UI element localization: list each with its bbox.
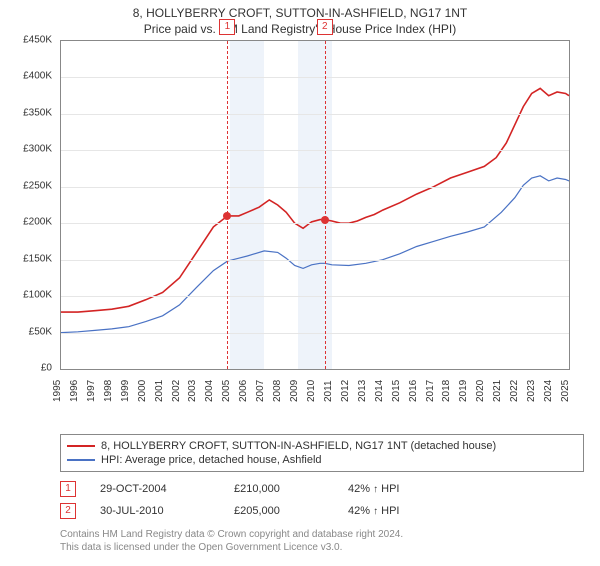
events-table: 129-OCT-2004£210,00042% ↑ HPI230-JUL-201… [60, 478, 570, 522]
footer-line-2: This data is licensed under the Open Gov… [60, 541, 570, 554]
x-tick-label: 2006 [238, 380, 249, 402]
x-tick-label: 2024 [543, 380, 554, 402]
x-tick-label: 2015 [391, 380, 402, 402]
x-tick-label: 2025 [560, 380, 571, 402]
y-axis-labels: £0£50K£100K£150K£200K£250K£300K£350K£400… [6, 40, 56, 370]
x-tick-label: 2003 [187, 380, 198, 402]
y-tick-label: £250K [23, 180, 52, 191]
x-tick-label: 2004 [204, 380, 215, 402]
event-marker: 1 [219, 19, 235, 35]
event-row: 129-OCT-2004£210,00042% ↑ HPI [60, 478, 570, 500]
x-tick-label: 2008 [272, 380, 283, 402]
event-row: 230-JUL-2010£205,00042% ↑ HPI [60, 500, 570, 522]
y-tick-label: £150K [23, 253, 52, 264]
x-tick-label: 1998 [103, 380, 114, 402]
y-tick-label: £450K [23, 35, 52, 46]
x-tick-label: 2023 [526, 380, 537, 402]
plot-area: 12 [60, 40, 570, 370]
x-tick-label: 2012 [340, 380, 351, 402]
x-tick-label: 2021 [492, 380, 503, 402]
x-tick-label: 2020 [475, 380, 486, 402]
x-tick-label: 2010 [306, 380, 317, 402]
y-tick-label: £200K [23, 217, 52, 228]
y-tick-label: £400K [23, 71, 52, 82]
footer-line-1: Contains HM Land Registry data © Crown c… [60, 528, 570, 541]
chart-title-1: 8, HOLLYBERRY CROFT, SUTTON-IN-ASHFIELD,… [0, 6, 600, 20]
legend-box: 8, HOLLYBERRY CROFT, SUTTON-IN-ASHFIELD,… [60, 434, 584, 472]
x-tick-label: 2007 [255, 380, 266, 402]
x-tick-label: 2000 [137, 380, 148, 402]
footer-text: Contains HM Land Registry data © Crown c… [60, 528, 570, 554]
x-tick-label: 2001 [153, 380, 164, 402]
legend-item: HPI: Average price, detached house, Ashf… [67, 453, 577, 467]
x-tick-label: 1997 [86, 380, 97, 402]
x-tick-label: 2016 [407, 380, 418, 402]
x-tick-label: 2013 [357, 380, 368, 402]
chart-title-2: Price paid vs. HM Land Registry's House … [0, 22, 600, 36]
x-axis-labels: 1995199619971998199920002001200220032004… [60, 374, 570, 414]
x-tick-label: 2011 [323, 380, 334, 402]
x-tick-label: 2014 [374, 380, 385, 402]
y-tick-label: £300K [23, 144, 52, 155]
chart-area: £0 £50K £100K £150K £200K £250K £300K £350K £400… [20, 40, 580, 390]
event-marker: 2 [317, 19, 333, 35]
x-tick-label: 2002 [170, 380, 181, 402]
y-tick-label: £50K [29, 326, 52, 337]
x-tick-label: 2017 [424, 380, 435, 402]
x-tick-label: 2005 [221, 380, 232, 402]
x-tick-label: 2009 [289, 380, 300, 402]
y-tick-label: £100K [23, 290, 52, 301]
x-tick-label: 1996 [69, 380, 80, 402]
x-tick-label: 2019 [458, 380, 469, 402]
line-series-svg [61, 41, 569, 369]
y-tick-label: £0 [41, 363, 52, 374]
x-tick-label: 1999 [120, 380, 131, 402]
legend-item: 8, HOLLYBERRY CROFT, SUTTON-IN-ASHFIELD,… [67, 439, 577, 453]
x-tick-label: 2018 [441, 380, 452, 402]
x-tick-label: 2022 [509, 380, 520, 402]
y-tick-label: £350K [23, 107, 52, 118]
x-tick-label: 1995 [52, 380, 63, 402]
